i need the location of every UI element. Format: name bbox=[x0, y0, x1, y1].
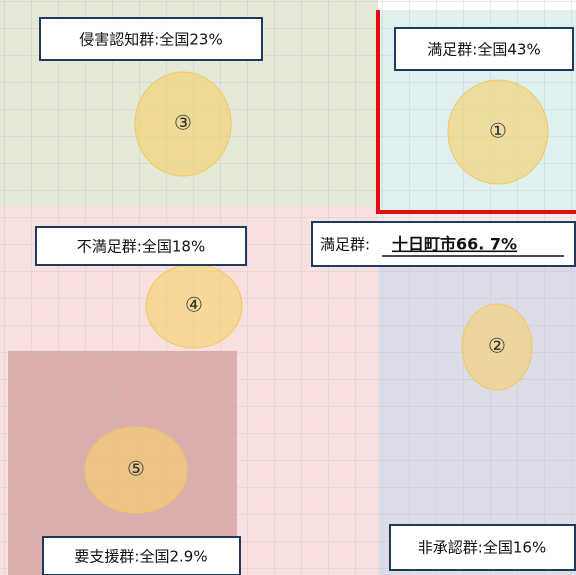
label-box bbox=[35, 226, 247, 266]
label-box bbox=[311, 221, 576, 267]
highlight-value: 十日町市66. 7% bbox=[392, 235, 517, 254]
group-number: ① bbox=[489, 119, 507, 143]
group-label: 満足群:全国43% bbox=[427, 41, 540, 59]
group-label: 侵害認知群:全国23% bbox=[79, 31, 222, 49]
circle bbox=[447, 79, 549, 185]
circle bbox=[461, 303, 533, 391]
group-number: ④ bbox=[185, 293, 203, 317]
label-box bbox=[389, 524, 576, 571]
highlight-border bbox=[376, 10, 576, 214]
circle bbox=[84, 426, 188, 514]
group-label: 非承認群:全国16% bbox=[418, 539, 546, 557]
group-label: 不満足群:全国18% bbox=[77, 238, 205, 256]
group-number: ⑤ bbox=[127, 457, 145, 481]
label-box bbox=[39, 17, 263, 61]
label-box bbox=[42, 536, 241, 575]
highlight-prefix: 満足群: bbox=[320, 236, 370, 254]
group-label: 要支援群:全国2.9% bbox=[74, 548, 207, 566]
group-number: ③ bbox=[174, 111, 192, 135]
label-box bbox=[394, 27, 574, 71]
group-number: ② bbox=[488, 334, 506, 358]
circle bbox=[134, 71, 232, 177]
